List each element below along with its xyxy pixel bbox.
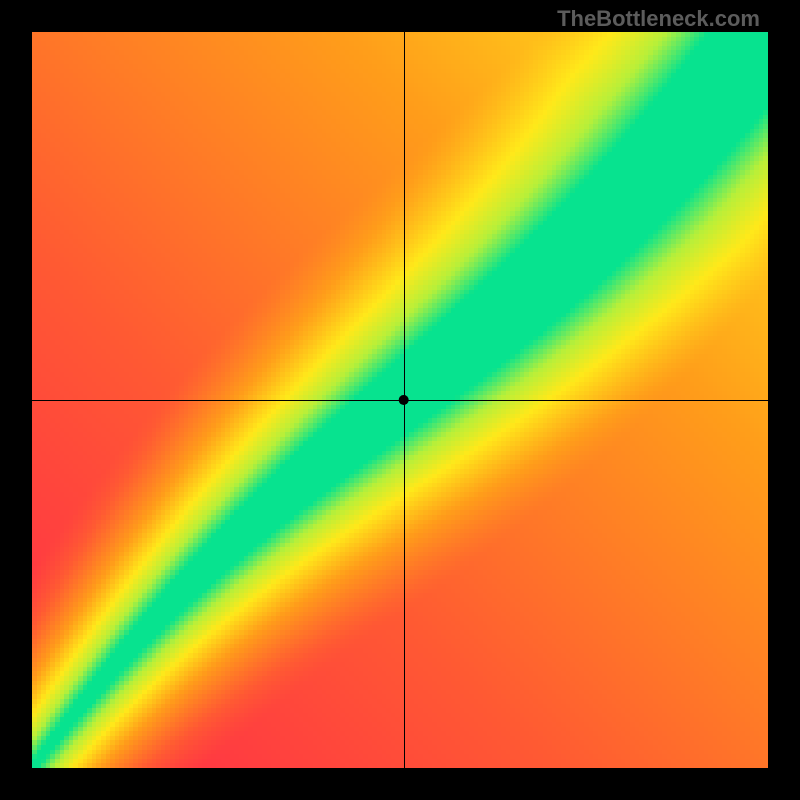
watermark-text: TheBottleneck.com [557, 6, 760, 32]
bottleneck-heatmap [32, 32, 768, 768]
chart-container: TheBottleneck.com [0, 0, 800, 800]
